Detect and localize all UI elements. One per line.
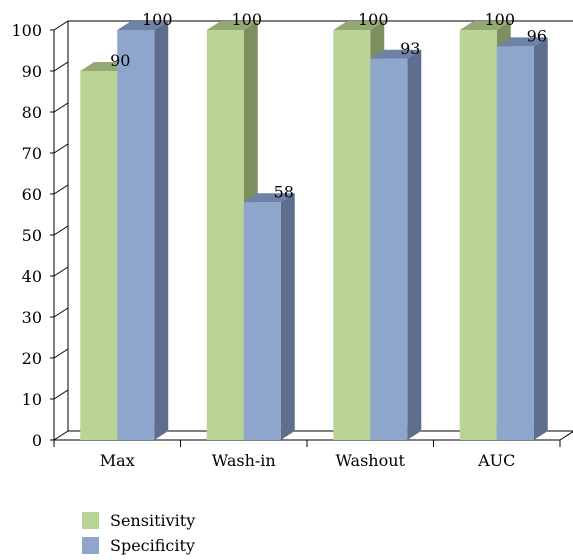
y-depth-line xyxy=(53,184,69,195)
data-labels: 90 100 100 58 100 93 100 96 xyxy=(110,10,547,201)
data-label: 93 xyxy=(400,39,420,58)
y-tick-label: 40 xyxy=(22,267,42,286)
bar-front xyxy=(496,46,534,441)
y-tick-label: 80 xyxy=(22,103,42,122)
bar-front xyxy=(459,30,497,440)
bar-top xyxy=(496,37,548,47)
bar-side xyxy=(407,49,422,440)
y-tick-label: 70 xyxy=(22,144,42,163)
y-depth-line xyxy=(53,389,69,400)
y-tick-label: 60 xyxy=(22,185,42,204)
bar-front xyxy=(243,202,281,440)
y-depth-line xyxy=(53,348,69,359)
legend-swatch-sensitivity xyxy=(82,512,99,529)
y-tick-label: 100 xyxy=(11,21,42,40)
y-depth-line xyxy=(53,266,69,277)
y-tick-label: 10 xyxy=(22,390,42,409)
legend-label-specificity: Specificity xyxy=(110,536,195,555)
bars xyxy=(80,21,548,441)
y-depth-line xyxy=(53,20,69,31)
data-label: 96 xyxy=(527,27,547,46)
x-tick-label: Wash-in xyxy=(212,451,276,470)
y-tick-label: 90 xyxy=(22,62,42,81)
legend-label-sensitivity: Sensitivity xyxy=(110,511,196,530)
y-axis: 0 10 20 30 40 50 60 70 80 90 100 xyxy=(11,20,69,450)
legend-swatch-specificity xyxy=(82,537,99,554)
bar-specificity-wash-in xyxy=(243,193,295,440)
bar-top xyxy=(117,21,169,30)
y-depth-line xyxy=(53,102,69,113)
legend-item-specificity: Specificity xyxy=(82,533,195,558)
bar-front xyxy=(333,30,371,440)
y-tick-label: 0 xyxy=(32,431,42,450)
bar-front xyxy=(370,58,408,440)
legend: Sensitivity Specificity xyxy=(82,508,195,558)
bar-side xyxy=(280,193,295,440)
legend-item-sensitivity: Sensitivity xyxy=(82,508,195,533)
y-depth-line xyxy=(53,225,69,236)
y-tick-label: 30 xyxy=(22,308,42,327)
y-depth-line xyxy=(53,143,69,154)
y-depth-line xyxy=(53,430,69,441)
data-label: 90 xyxy=(110,51,130,70)
data-label: 100 xyxy=(358,10,389,29)
data-label: 100 xyxy=(231,10,262,29)
y-tick-label: 20 xyxy=(22,349,42,368)
x-tick-label: Washout xyxy=(336,451,406,470)
data-label: 100 xyxy=(484,10,515,29)
bar-top xyxy=(459,21,511,30)
x-axis: Max Wash-in Washout AUC xyxy=(53,439,561,470)
y-depth-line xyxy=(53,61,69,72)
x-tick-label: AUC xyxy=(477,451,515,470)
bar-specificity-washout xyxy=(370,49,422,440)
bar-front xyxy=(206,30,244,440)
x-tick-label: Max xyxy=(100,451,135,470)
data-label: 58 xyxy=(274,182,294,201)
bar-top xyxy=(333,21,385,30)
bar-specificity-max xyxy=(117,21,169,440)
floor-right-edge xyxy=(559,431,573,441)
bar-top xyxy=(243,193,295,203)
y-tick-label: 50 xyxy=(22,226,42,245)
bar-top xyxy=(206,21,258,30)
bar-specificity-auc xyxy=(496,37,548,441)
bar-side xyxy=(154,21,169,440)
data-label: 100 xyxy=(142,10,173,29)
y-depth-line xyxy=(53,307,69,318)
bar-front xyxy=(117,30,155,440)
bar-top xyxy=(370,49,422,59)
bar-front xyxy=(80,71,118,440)
bar-side xyxy=(533,37,548,441)
